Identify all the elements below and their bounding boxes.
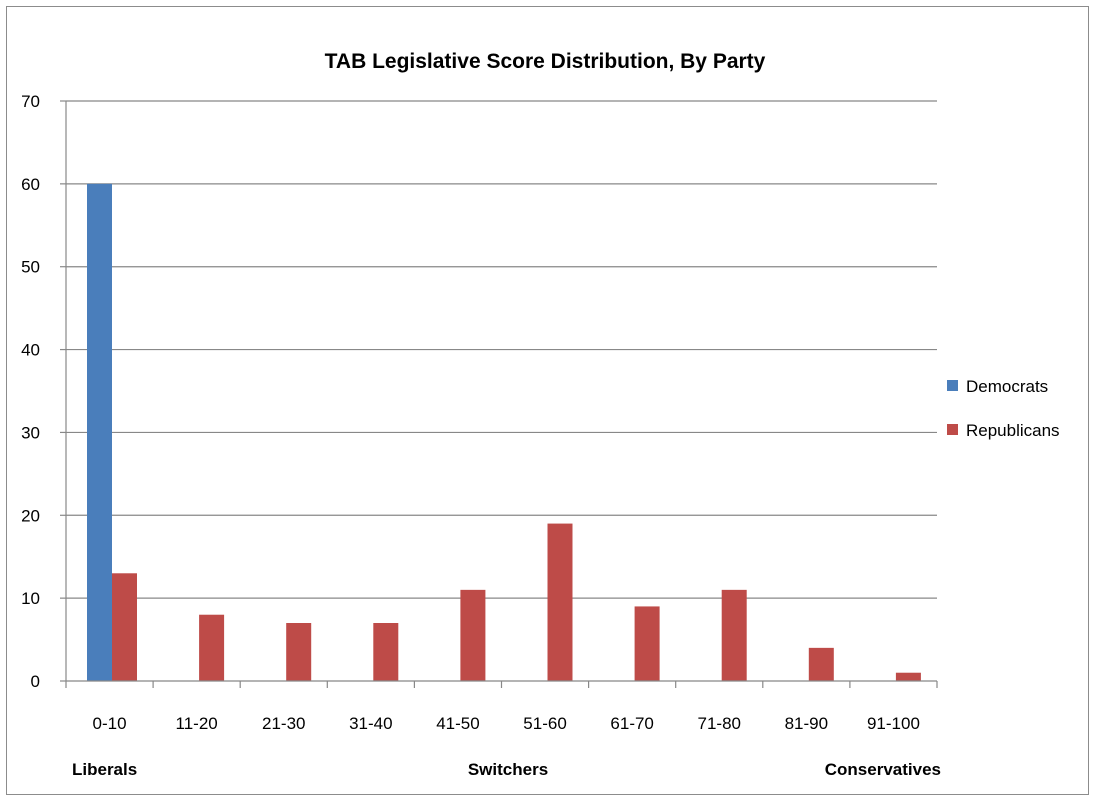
y-tick-label: 40 [21,341,40,360]
y-tick-label: 60 [21,175,40,194]
x-axis [65,101,937,682]
bar-republicans-31-40 [373,623,399,681]
legend-swatch-democrats [947,380,958,391]
x-tick-label: 61-70 [610,714,653,733]
y-tick-label: 70 [21,92,40,111]
legend-label-republicans: Republicans [966,421,1060,440]
y-tick-label: 50 [21,258,40,277]
x-tick-label: 21-30 [262,714,305,733]
bar-democrats-0-10 [87,183,112,681]
legend-label-democrats: Democrats [966,377,1048,396]
bar-republicans-51-60 [547,523,573,681]
chart-title: TAB Legislative Score Distribution, By P… [325,50,766,73]
x-tick-label: 91-100 [867,714,920,733]
bar-republicans-81-90 [808,647,834,681]
x-tick-label: 71-80 [698,714,741,733]
bar-republicans-41-50 [460,589,486,681]
bar-republicans-21-30 [286,623,312,681]
x-tick-label: 31-40 [349,714,392,733]
group-label-switchers: Switchers [468,760,548,779]
legend-swatch-republicans [947,424,958,435]
x-tick-label: 81-90 [785,714,828,733]
bar-republicans-61-70 [634,606,660,681]
x-tick-label: 51-60 [523,714,566,733]
x-axis-ticks: 0-10 11-20 21-30 31-40 41-50 51-60 61-70 71-80 8… [65,681,938,733]
x-tick-label: 41-50 [436,714,479,733]
y-tick-label: 30 [21,423,40,442]
x-tick-label: 0-10 [93,714,127,733]
bars [87,183,921,681]
y-tick-label: 20 [21,506,40,525]
y-axis-ticks: 0 10 20 30 40 50 60 70 [21,92,66,691]
y-tick-label: 10 [21,589,40,608]
group-label-conservatives: Conservatives [825,760,941,779]
bar-republicans-0-10 [112,573,137,681]
x-tick-label: 11-20 [176,714,218,733]
bar-republicans-11-20 [199,614,225,681]
bar-republicans-71-80 [721,589,747,681]
group-label-liberals: Liberals [72,760,137,779]
y-tick-label: 0 [31,672,40,691]
gridlines [66,100,937,599]
bar-republicans-91-100 [895,672,921,681]
legend: Democrats Republicans [947,377,1060,440]
